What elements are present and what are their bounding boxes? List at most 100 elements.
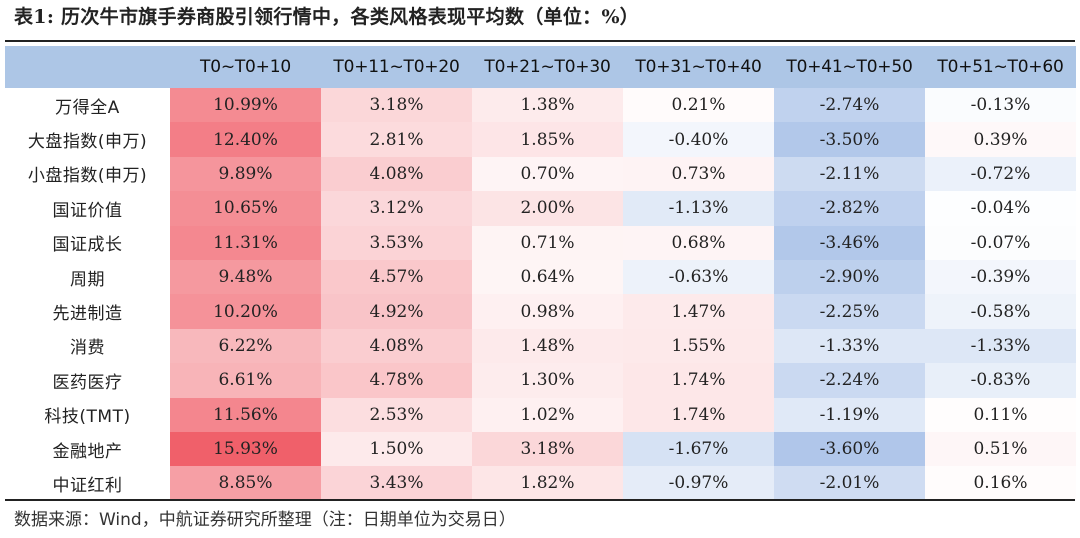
value-cell: -2.82% — [774, 191, 925, 226]
value-cell: 10.20% — [170, 294, 321, 329]
value-cell: -0.72% — [925, 156, 1076, 192]
value-cell: 10.65% — [170, 191, 321, 226]
value-cell: 1.74% — [623, 397, 774, 432]
value-cell: 1.02% — [472, 397, 623, 432]
value-cell: 0.51% — [925, 431, 1076, 467]
returns-table: T0~T0+10 T0+11~T0+20 T0+21~T0+30 T0+31~T… — [5, 46, 1076, 501]
column-header: T0+11~T0+20 — [321, 46, 472, 88]
value-cell: 9.89% — [170, 156, 321, 192]
header-corner — [5, 46, 170, 88]
value-cell: 3.18% — [321, 88, 472, 123]
value-cell: 4.78% — [321, 363, 472, 398]
value-cell: -2.01% — [774, 466, 925, 501]
value-cell: 1.74% — [623, 363, 774, 398]
table-row: 周期 9.48% 4.57% 0.64% -0.63% -2.90% -0.39% — [5, 259, 1076, 295]
row-label: 科技(TMT) — [44, 407, 131, 428]
value-cell: -0.97% — [623, 466, 774, 501]
header-row: T0~T0+10 T0+11~T0+20 T0+21~T0+30 T0+31~T… — [5, 46, 1076, 88]
value-cell: 12.40% — [170, 122, 321, 157]
table-title: 表1: 历次牛市旗手券商股引领行情中，各类风格表现平均数（单位：%） — [14, 6, 640, 28]
row-label: 先进制造 — [52, 304, 123, 325]
table-row: 科技(TMT) 11.56% 2.53% 1.02% 1.74% -1.19% 0.11% — [5, 397, 1076, 432]
value-cell: -2.11% — [774, 156, 925, 192]
value-cell: -1.67% — [623, 431, 774, 467]
column-header: T0+31~T0+40 — [623, 46, 774, 88]
value-cell: -0.39% — [925, 259, 1076, 295]
column-header: T0+21~T0+30 — [472, 46, 623, 88]
value-cell: 2.00% — [472, 191, 623, 226]
value-cell: -3.50% — [774, 122, 925, 157]
top-rule — [5, 40, 1075, 42]
value-cell: 6.22% — [170, 328, 321, 364]
value-cell: 0.71% — [472, 225, 623, 260]
table-row: 先进制造 10.20% 4.92% 0.98% 1.47% -2.25% -0.58% — [5, 294, 1076, 329]
value-cell: 1.47% — [623, 294, 774, 329]
value-cell: 1.30% — [472, 363, 623, 398]
row-label: 国证价值 — [52, 200, 123, 221]
value-cell: 1.82% — [472, 466, 623, 501]
value-cell: -3.46% — [774, 225, 925, 260]
row-label: 大盘指数(申万) — [27, 132, 148, 153]
value-cell: 0.39% — [925, 122, 1076, 157]
value-cell: -1.19% — [774, 397, 925, 432]
value-cell: -2.24% — [774, 363, 925, 398]
value-cell: 0.11% — [925, 397, 1076, 432]
value-cell: -2.90% — [774, 259, 925, 295]
value-cell: 0.68% — [623, 225, 774, 260]
value-cell: 9.48% — [170, 259, 321, 295]
value-cell: -2.74% — [774, 88, 925, 123]
bottom-rule — [5, 499, 1075, 501]
value-cell: 3.12% — [321, 191, 472, 226]
value-cell: 4.57% — [321, 259, 472, 295]
value-cell: 1.55% — [623, 328, 774, 364]
value-cell: 1.48% — [472, 328, 623, 364]
table-row: 大盘指数(申万) 12.40% 2.81% 1.85% -0.40% -3.50% 0.39… — [5, 122, 1076, 157]
value-cell: 0.98% — [472, 294, 623, 329]
value-cell: 1.85% — [472, 122, 623, 157]
value-cell: 15.93% — [170, 431, 321, 467]
value-cell: -2.25% — [774, 294, 925, 329]
table-row: 消费 6.22% 4.08% 1.48% 1.55% -1.33% -1.33% — [5, 328, 1076, 364]
value-cell: 0.21% — [623, 88, 774, 123]
value-cell: -0.83% — [925, 363, 1076, 398]
row-label: 国证成长 — [52, 235, 123, 256]
row-label: 中证红利 — [52, 475, 123, 496]
value-cell: -1.13% — [623, 191, 774, 226]
table-row: 国证价值 10.65% 3.12% 2.00% -1.13% -2.82% -0.04% — [5, 191, 1076, 226]
column-header: T0+51~T0+60 — [925, 46, 1076, 88]
value-cell: 10.99% — [170, 88, 321, 123]
table-row: 中证红利 8.85% 3.43% 1.82% -0.97% -2.01% 0.16% — [5, 466, 1076, 501]
column-header: T0+41~T0+50 — [774, 46, 925, 88]
value-cell: 6.61% — [170, 363, 321, 398]
value-cell: -3.60% — [774, 431, 925, 467]
value-cell: 1.50% — [321, 431, 472, 467]
row-label: 周期 — [70, 269, 105, 290]
row-label: 金融地产 — [52, 441, 123, 462]
value-cell: 11.56% — [170, 397, 321, 432]
value-cell: -1.33% — [925, 328, 1076, 364]
table-row: 万得全A 10.99% 3.18% 1.38% 0.21% -2.74% -0.13% — [5, 88, 1076, 123]
table-row: 医药医疗 6.61% 4.78% 1.30% 1.74% -2.24% -0.83% — [5, 363, 1076, 398]
value-cell: -0.04% — [925, 191, 1076, 226]
value-cell: -1.33% — [774, 328, 925, 364]
value-cell: 3.43% — [321, 466, 472, 501]
value-cell: 4.92% — [321, 294, 472, 329]
row-label: 消费 — [70, 338, 105, 359]
value-cell: -0.63% — [623, 259, 774, 295]
row-label: 万得全A — [55, 97, 120, 118]
value-cell: 3.18% — [472, 431, 623, 467]
source-note: 数据来源：Wind，中航证券研究所整理（注：日期单位为交易日） — [14, 510, 516, 530]
value-cell: 4.08% — [321, 328, 472, 364]
value-cell: 0.73% — [623, 156, 774, 192]
column-header: T0~T0+10 — [170, 46, 321, 88]
value-cell: 4.08% — [321, 156, 472, 192]
table-row: 金融地产 15.93% 1.50% 3.18% -1.67% -3.60% 0.51% — [5, 431, 1076, 467]
table-body: 万得全A 10.99% 3.18% 1.38% 0.21% -2.74% -0.13% 大盘指… — [5, 88, 1076, 501]
value-cell: 0.16% — [925, 466, 1076, 501]
row-label: 医药医疗 — [52, 372, 123, 393]
value-cell: 0.64% — [472, 259, 623, 295]
row-label: 小盘指数(申万) — [27, 166, 148, 187]
value-cell: 3.53% — [321, 225, 472, 260]
value-cell: -0.13% — [925, 88, 1076, 123]
table-row: 国证成长 11.31% 3.53% 0.71% 0.68% -3.46% -0.07% — [5, 225, 1076, 260]
